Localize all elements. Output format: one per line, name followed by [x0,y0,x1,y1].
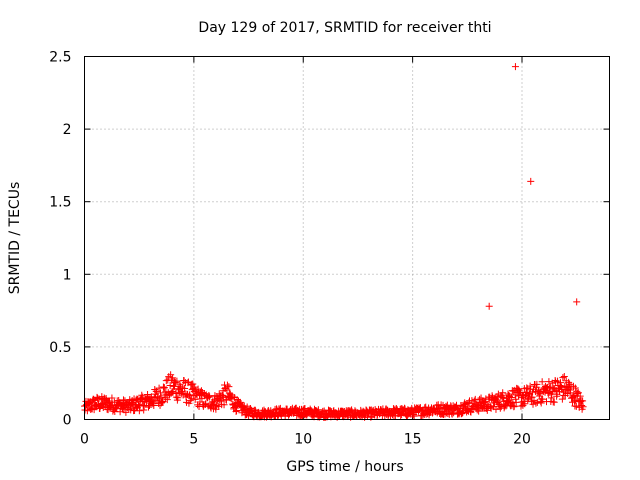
data-point [538,378,546,386]
data-point [169,388,177,396]
data-point [544,389,552,397]
y-tick-label: 1 [63,267,72,283]
data-point [475,407,483,415]
data-point [476,395,484,403]
data-point [510,402,518,410]
x-tick-label: 0 [80,432,89,448]
y-axis-label: SRMTID / TECUs [7,182,23,295]
y-tick-label: 1.5 [49,195,71,211]
data-point [225,383,233,391]
plot-frame [84,56,610,420]
data-point [314,406,322,414]
y-tick-label: 2 [63,122,72,138]
data-point [119,396,127,404]
data-point [511,63,519,71]
data-point [215,402,223,410]
data-point [168,387,176,395]
data-point [173,377,181,385]
data-point [539,395,547,403]
data-point [529,400,537,408]
data-point [527,177,535,185]
data-point [122,408,130,416]
data-point [160,384,168,392]
data-point [191,395,199,403]
y-tick-label: 0.5 [49,340,71,356]
grid-layer [84,56,610,420]
data-point [533,398,541,406]
x-axis-label: GPS time / hours [286,459,403,475]
x-tick-label: 5 [189,432,198,448]
data-point [172,393,180,401]
data-point [519,401,527,409]
data-point [558,395,566,403]
data-point [560,373,568,381]
data-point [174,394,182,402]
y-tick-label: 2.5 [49,50,71,66]
data-point [138,391,146,399]
data-point [579,403,587,411]
data-point [477,394,485,402]
chart-title: Day 129 of 2017, SRMTID for receiver tht… [198,20,491,36]
data-point [135,401,143,409]
data-point [529,388,537,396]
data-point [198,395,206,403]
data-point [485,302,493,310]
data-point [180,377,188,385]
data-point [570,391,578,399]
data-point [422,403,430,411]
data-point [169,374,177,382]
data-point [571,384,579,392]
data-point [171,379,179,387]
data-point [507,394,515,402]
data-point [93,394,101,402]
tick-layer: 0 5 10 15 20 0 0.5 1 1.5 2 2.5 [49,50,610,448]
x-tick-label: 20 [513,432,531,448]
data-point [546,383,554,391]
data-point [579,397,587,405]
data-point [545,378,553,386]
data-points [81,63,587,421]
data-point [573,298,581,306]
data-point [150,402,158,410]
data-point [145,403,153,411]
data-point [220,401,228,409]
data-point [166,381,174,389]
data-point [559,374,567,382]
data-point [536,389,544,397]
data-point [492,405,500,413]
y-tick-label: 0 [63,413,72,429]
data-point [159,398,167,406]
data-point [163,396,171,404]
x-tick-label: 15 [404,432,422,448]
x-tick-label: 10 [294,432,312,448]
data-point [521,400,529,408]
data-point [533,380,541,388]
data-point [108,394,116,402]
data-point [233,407,241,415]
data-point [572,402,580,410]
data-point [410,412,418,420]
data-point [550,398,558,406]
data-point [223,381,231,389]
data-point [206,393,214,401]
